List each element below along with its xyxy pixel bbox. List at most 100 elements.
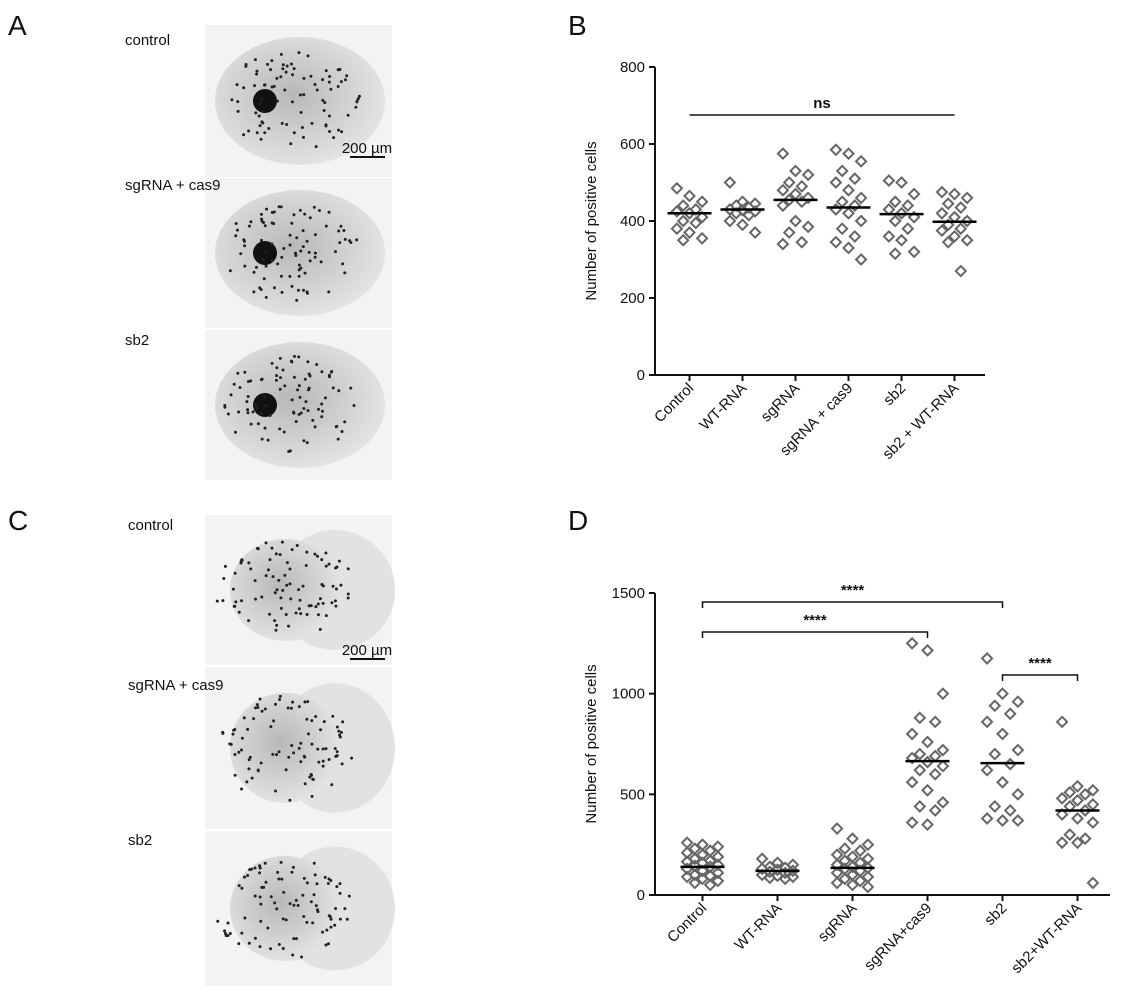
cell-dot — [297, 384, 301, 388]
cell-dot — [327, 914, 331, 918]
cell-dot — [309, 74, 313, 78]
cell-dot — [275, 366, 279, 370]
cell-dot — [255, 131, 259, 135]
x-tick-label: Control — [651, 380, 697, 426]
cell-dot — [327, 114, 331, 118]
cell-dot — [237, 942, 241, 946]
cell-dot — [333, 747, 337, 751]
cell-dot — [270, 361, 274, 365]
data-point — [935, 224, 949, 238]
data-point — [795, 235, 809, 249]
cell-dot — [269, 895, 273, 899]
data-point — [680, 870, 694, 884]
data-point — [913, 711, 927, 725]
panel-letter: D — [568, 505, 588, 536]
data-point — [1055, 808, 1069, 821]
cell-dot — [237, 410, 241, 414]
cell-dot — [334, 907, 338, 911]
cell-dot — [316, 910, 320, 914]
cell-dot — [253, 84, 257, 88]
cell-dot — [332, 136, 336, 140]
data-point — [670, 181, 684, 195]
cell-dot — [305, 239, 309, 243]
data-point — [676, 199, 690, 213]
cell-dot — [247, 129, 251, 133]
cell-dot — [288, 582, 292, 586]
cell-dot — [286, 706, 290, 710]
cell-dot — [249, 379, 253, 383]
cell-dot — [242, 86, 246, 90]
data-point — [901, 199, 915, 213]
cell-dot — [311, 418, 315, 422]
cell-dot — [263, 83, 267, 87]
data-point — [980, 715, 994, 729]
cell-dot — [292, 375, 296, 379]
cell-dot — [237, 750, 241, 754]
data-point — [688, 868, 702, 882]
x-tick-label: WT-RNA — [731, 900, 785, 954]
data-point — [829, 235, 843, 249]
cell-dot — [322, 720, 326, 724]
cell-dot — [297, 51, 301, 55]
cell-dot — [316, 554, 320, 558]
y-tick-label: 800 — [620, 59, 645, 76]
cell-dot — [345, 74, 349, 78]
cell-dot — [259, 761, 263, 765]
cell-dot — [233, 728, 237, 732]
cell-dot — [316, 613, 320, 617]
x-tick-label: sb2+WT-RNA — [1008, 900, 1085, 977]
cell-dot — [288, 243, 292, 247]
cell-dot — [290, 62, 294, 66]
cell-dot — [245, 400, 249, 404]
data-point — [782, 226, 796, 239]
cell-dot — [334, 604, 338, 608]
cell-dot — [339, 730, 343, 734]
cell-dot — [268, 612, 272, 616]
cell-dot — [285, 123, 289, 127]
significance-label: **** — [803, 612, 827, 629]
cell-dot — [259, 288, 263, 292]
data-point — [907, 210, 921, 224]
cell-dot — [242, 133, 246, 137]
cell-dot — [258, 864, 262, 868]
cell-dot — [223, 405, 227, 409]
cell-dot — [319, 728, 323, 732]
cell-dot — [279, 376, 283, 380]
cell-dot — [274, 789, 278, 793]
data-point — [960, 191, 974, 205]
cell-dot — [279, 75, 283, 79]
cell-dot — [246, 873, 250, 877]
cell-dot — [313, 873, 317, 877]
cell-dot — [292, 67, 296, 71]
y-tick-label: 1000 — [612, 686, 645, 703]
cell-dot — [290, 100, 294, 104]
data-point — [996, 687, 1009, 701]
cell-dot — [261, 258, 265, 262]
data-point — [1086, 797, 1100, 811]
data-point — [1055, 715, 1069, 729]
cell-dot — [246, 411, 250, 415]
data-point — [1011, 743, 1025, 757]
data-point — [689, 216, 703, 230]
data-point — [882, 174, 896, 187]
cell-dot — [303, 271, 307, 275]
data-point — [905, 816, 919, 829]
cell-dot — [258, 124, 262, 128]
data-point — [907, 245, 921, 259]
cell-dot — [263, 707, 267, 711]
data-point — [861, 880, 875, 894]
cell-dot — [272, 719, 276, 723]
cell-dot — [336, 437, 340, 441]
data-point — [795, 179, 809, 193]
cell-dot — [299, 411, 303, 415]
cell-dot — [264, 295, 268, 299]
data-point — [711, 874, 725, 888]
cell-dot — [247, 224, 251, 228]
cell-dot — [273, 901, 277, 905]
cell-dot — [343, 907, 347, 911]
cell-dot — [258, 697, 262, 701]
cell-dot — [272, 84, 276, 88]
data-point — [996, 775, 1009, 789]
cell-dot — [323, 396, 327, 400]
data-point — [688, 852, 702, 866]
